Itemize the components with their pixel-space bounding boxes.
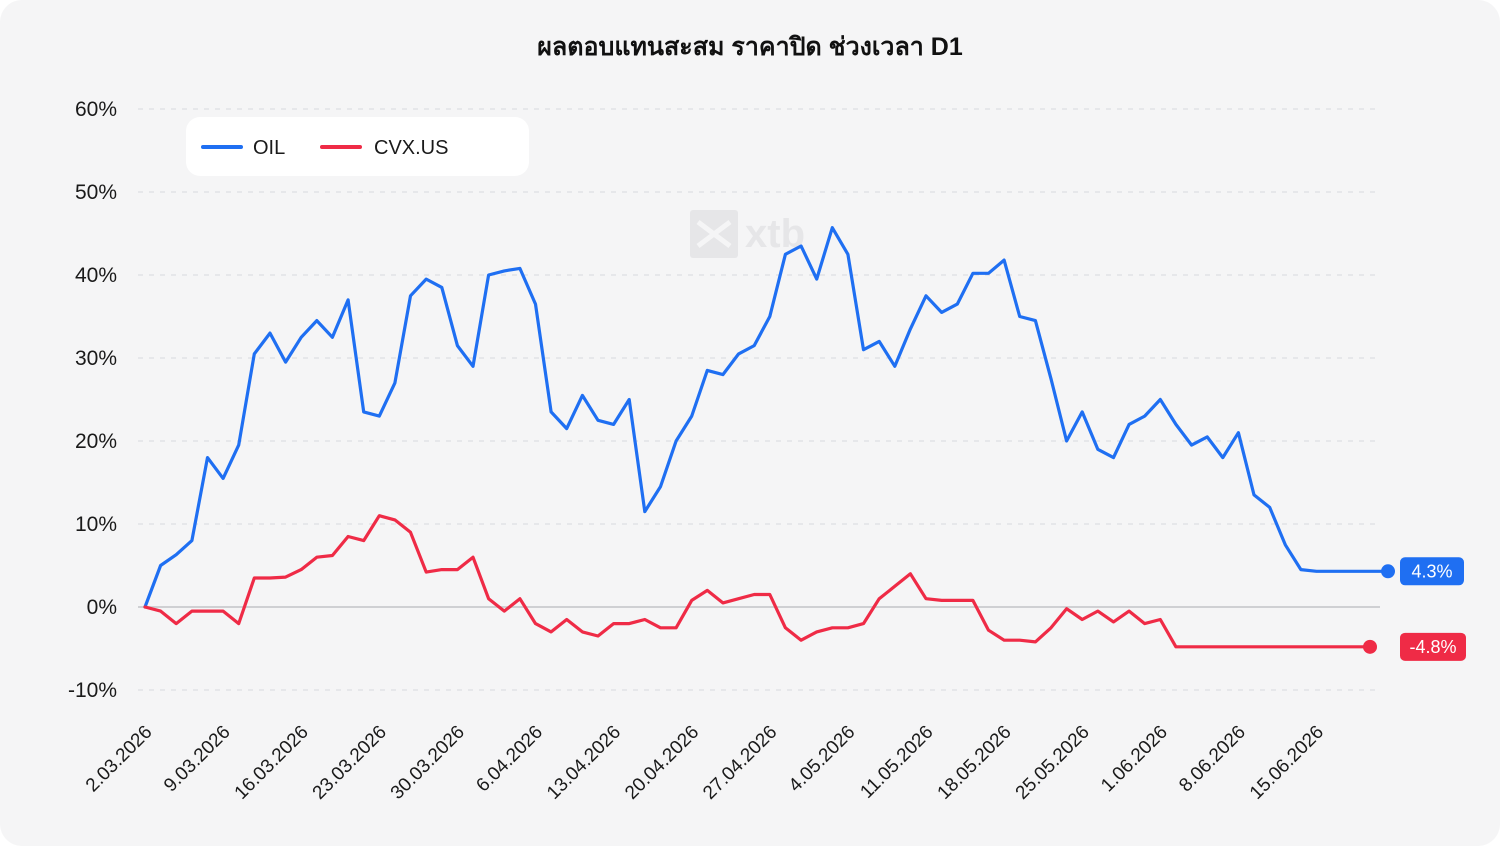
end-label-badge [1400,557,1464,586]
legend-item-cvx[interactable]: CVX.US [320,137,448,159]
x-tick-label: 1.06.2026 [1097,722,1172,797]
end-label-value: 4.3% [1411,561,1452,581]
x-axis-ticks: 2.03.2026 9.03.202616.03.202623.03.202630… [82,722,1328,804]
y-tick-label: 40% [75,264,117,287]
grid [138,108,1380,691]
x-tick-label: 16.03.2026 [231,722,313,804]
x-tick-label: 13.04.2026 [543,722,625,804]
x-tick-label: 2.03.2026 [82,722,157,797]
x-tick-label: 18.05.2026 [934,722,1016,804]
end-point-cvx [1363,639,1377,654]
y-tick-label: 20% [75,430,117,453]
x-tick-label: 30.03.2026 [387,722,469,804]
x-tick-label: 27.04.2026 [699,722,781,804]
end-markers: 4.3% -4.8% [1363,557,1466,661]
x-tick-label: 4.05.2026 [785,722,860,797]
end-label-badge [1400,632,1466,661]
y-tick-label: 30% [75,347,117,370]
y-tick-label: 60% [75,98,117,121]
x-tick-label: 9.03.2026 [160,722,235,797]
x-tick-label: 8.06.2026 [1175,722,1250,797]
y-tick-label: 50% [75,181,117,204]
end-point-oil [1381,564,1395,579]
x-tick-label: 20.04.2026 [621,722,703,804]
x-tick-label: 11.05.2026 [856,722,937,803]
legend: OIL CVX.US [186,117,529,176]
series-lines [143,226,1390,649]
series-line-oil [143,226,1390,609]
y-axis-ticks: 60% 50% 40% 30% 20% 10% 0% -10% [68,98,117,702]
watermark: xtb [690,210,805,258]
y-tick-label: 0% [87,596,117,619]
x-tick-label: 25.05.2026 [1012,722,1094,804]
x-tick-label: 6.04.2026 [472,722,547,797]
chart-title: ผลตอบแทนสะสม ราคาปิด ช่วงเวลา D1 [537,33,963,61]
series-line-cvx [143,514,1372,649]
y-tick-label: 10% [75,513,117,536]
legend-label-oil: OIL [253,137,285,159]
x-tick-label: 23.03.2026 [309,722,391,804]
end-label-value: -4.8% [1409,637,1456,657]
y-tick-label: -10% [68,679,117,702]
x-tick-label: 15.06.2026 [1246,722,1328,804]
legend-item-oil[interactable]: OIL [201,137,285,159]
legend-label-cvx: CVX.US [374,137,448,159]
